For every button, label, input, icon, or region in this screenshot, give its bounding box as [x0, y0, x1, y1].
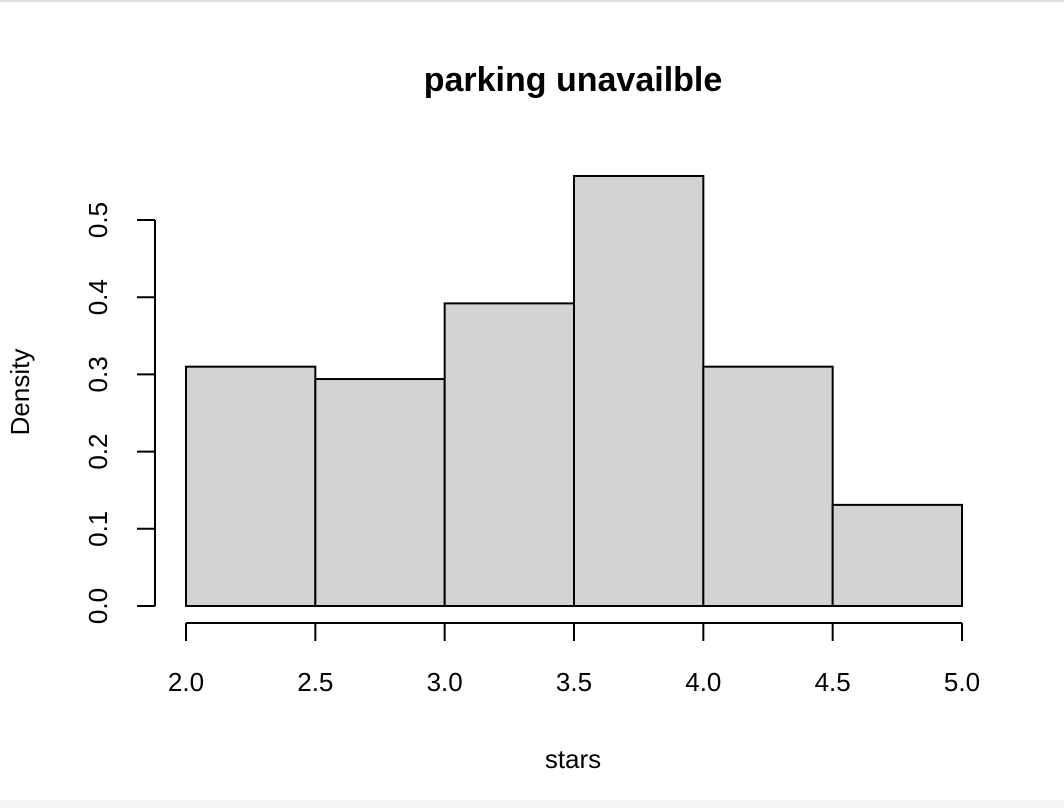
y-tick-label: 0.1 [83, 511, 113, 547]
y-tick-label: 0.3 [83, 356, 113, 392]
bar [314, 378, 446, 608]
y-tick-label: 0.4 [83, 279, 113, 315]
y-axis-title: Density [5, 349, 35, 436]
bar [573, 174, 705, 607]
x-axis-title: stars [545, 744, 601, 774]
x-tick-label: 3.5 [556, 667, 592, 697]
x-tick-label: 4.0 [685, 667, 721, 697]
y-tick-label: 0.0 [83, 588, 113, 624]
x-tick-label: 5.0 [944, 667, 980, 697]
bar [443, 302, 575, 607]
chart-title: parking unavailble [424, 61, 723, 99]
x-tick-label: 2.5 [297, 667, 333, 697]
x-tick-label: 4.5 [815, 667, 851, 697]
y-tick-label: 0.5 [83, 202, 113, 238]
bar [831, 503, 964, 608]
x-tick-label: 3.0 [427, 667, 463, 697]
x-tick-label: 2.0 [168, 667, 204, 697]
bar [185, 365, 317, 607]
bottom-strip [0, 800, 1064, 808]
top-border [0, 0, 1064, 2]
y-tick-label: 0.2 [83, 434, 113, 470]
bar [702, 365, 834, 607]
